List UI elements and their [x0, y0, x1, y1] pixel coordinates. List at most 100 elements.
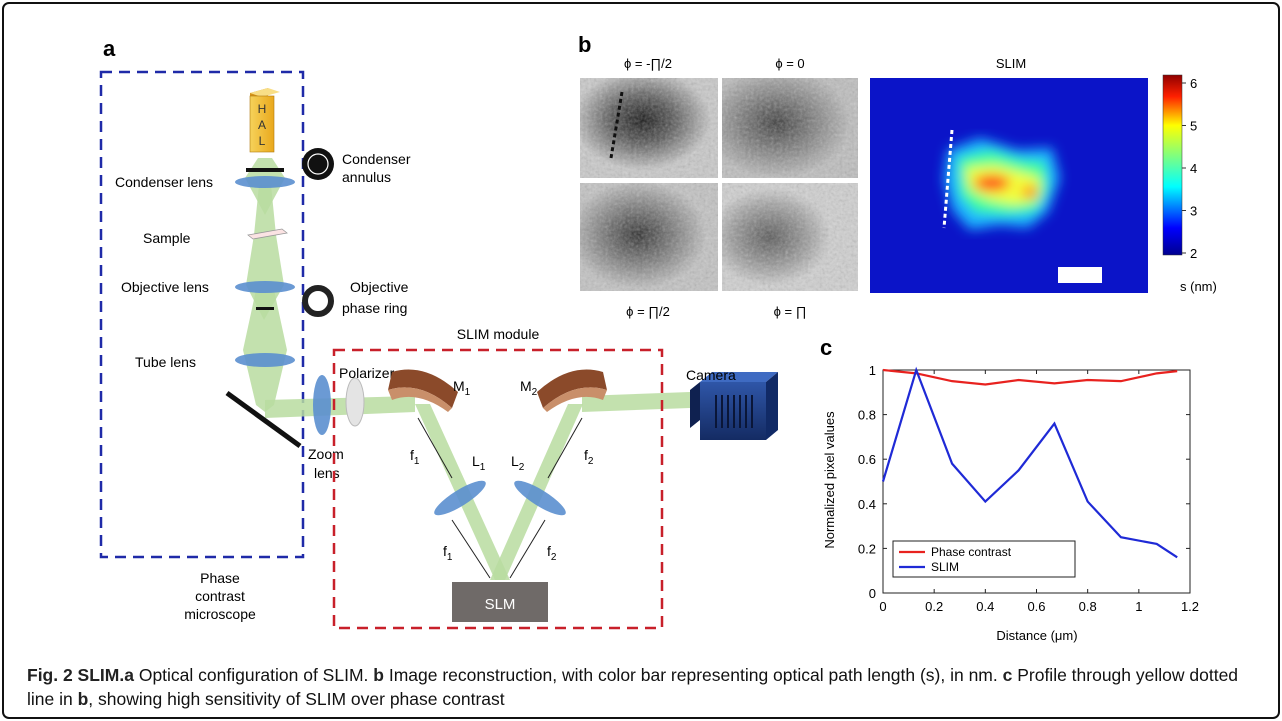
- condenser-annulus-label-1: Condenser: [342, 151, 411, 167]
- f2-bottom-label: f2: [547, 543, 557, 563]
- objective-phase-ring-label-1: Objective: [350, 279, 409, 295]
- phase-image-0: [722, 78, 858, 178]
- series-line-phase-contrast: [882, 368, 1178, 386]
- y-tick-label: 0.2: [858, 541, 876, 556]
- hal-lamp-top: [250, 88, 280, 97]
- camera-label: Camera: [686, 367, 736, 383]
- hal-lamp: [249, 95, 275, 153]
- x-tick-label: 1.2: [1181, 599, 1199, 614]
- mirror-m2: [537, 369, 607, 412]
- colorbar-tick-label: 2: [1190, 246, 1197, 261]
- condenser-lens-label: Condenser lens: [115, 174, 213, 190]
- panel-a-label: a: [103, 36, 116, 61]
- m1-label: M1: [453, 378, 471, 398]
- f1-top-label: f1: [410, 447, 420, 467]
- series-line-slim: [881, 366, 1178, 559]
- caption-text-b: Image reconstruction, with color bar rep…: [383, 665, 1003, 685]
- microscope-label-3: microscope: [184, 606, 256, 622]
- x-tick-label: 0.4: [976, 599, 994, 614]
- profile-chart: 0 0.2 0.4 0.6 0.8 1 1.2 0 0.2 0.4 0.6 0.8 1 Phase con…: [858, 363, 1199, 614]
- zoom-lens-label-1: Zoom: [308, 446, 344, 462]
- hal-letter-l: L: [259, 134, 266, 148]
- microscope-box: [99, 70, 305, 559]
- beam-horizontal: [265, 396, 415, 418]
- objective-lens: [235, 281, 295, 293]
- microscope-label-1: Phase: [200, 570, 240, 586]
- f2-top-label: f2: [584, 447, 594, 467]
- slim-image-title: SLIM: [996, 56, 1026, 71]
- objective-phase-ring-icon: [302, 285, 334, 317]
- x-tick-label: 0: [879, 599, 886, 614]
- y-tick-label: 0: [869, 586, 876, 601]
- y-tick-label: 1: [869, 363, 876, 378]
- y-tick-label: 0.6: [858, 452, 876, 467]
- fold-mirror: [225, 390, 302, 449]
- sample-label: Sample: [143, 230, 191, 246]
- beam-segment: [243, 290, 287, 412]
- lens-l1: [434, 480, 486, 516]
- phase-image-minus-pi2: [580, 78, 718, 178]
- x-tick-label: 0.2: [925, 599, 943, 614]
- phase-title-pi: ϕ = ∏: [774, 304, 807, 319]
- hal-letter-a: A: [258, 118, 266, 132]
- lens-l2: [514, 480, 566, 516]
- x-tick-label: 0.6: [1027, 599, 1045, 614]
- profile-line-white: [942, 129, 954, 229]
- caption-title: Fig. 2 SLIM.: [27, 665, 125, 685]
- caption-text-a: Optical configuration of SLIM.: [133, 665, 374, 685]
- panel-b-label: b: [578, 32, 591, 57]
- colorbar-label: s (nm): [1180, 279, 1217, 294]
- condenser-lens: [235, 176, 295, 188]
- colorbar-tick-label: 4: [1190, 161, 1197, 176]
- y-tick-label: 0.4: [858, 497, 876, 512]
- phase-title-0: ϕ = 0: [775, 56, 804, 71]
- zoom-lens: [313, 375, 331, 435]
- colorbar: [1162, 74, 1183, 256]
- microscope-label-2: contrast: [195, 588, 245, 604]
- focal-arrows: [417, 417, 583, 579]
- slm-label: SLM: [485, 596, 516, 613]
- phase-image-pi2: [580, 183, 718, 291]
- colorbar-tick-label: 5: [1190, 119, 1197, 134]
- scale-bar: [1058, 267, 1102, 283]
- caption-a-ref: a: [124, 665, 134, 685]
- y-tick-label: 0.8: [858, 408, 876, 423]
- tube-lens: [235, 353, 295, 367]
- figure-caption: Fig. 2 SLIM.a Optical configuration of S…: [27, 663, 1262, 711]
- colorbar-tick-label: 3: [1190, 204, 1197, 219]
- camera: [690, 372, 778, 440]
- polarizer-label: Polarizer: [339, 365, 395, 381]
- legend-entry: Phase contrast: [931, 545, 1012, 559]
- legend-box: [892, 540, 1076, 578]
- y-axis-label: Normalized pixel values: [822, 411, 837, 549]
- slm-device: [452, 582, 548, 622]
- legend-entry: SLIM: [931, 560, 959, 574]
- m2-label: M2: [520, 378, 538, 398]
- colorbar-ticks: 6 5 4 3 2: [1182, 76, 1197, 261]
- phase-title-minus-pi2: ϕ = -∏/2: [624, 56, 672, 71]
- objective-lens-label: Objective lens: [121, 279, 209, 295]
- caption-b-ref: b: [373, 665, 384, 685]
- mirror-m1: [388, 369, 458, 412]
- phase-image-pi: [722, 183, 858, 291]
- condenser-annulus-bar: [246, 168, 284, 172]
- phase-ring-bar: [256, 307, 274, 310]
- l2-label: L2: [511, 453, 525, 473]
- hal-letter-h: H: [258, 102, 267, 116]
- caption-text-end: , showing high sensitivity of SLIM over …: [88, 689, 505, 709]
- sample-slide: [247, 228, 288, 240]
- tube-lens-label: Tube lens: [135, 354, 196, 370]
- phase-title-pi2: ϕ = ∏/2: [626, 304, 670, 319]
- polarizer: [345, 377, 365, 427]
- x-tick-label: 0.8: [1079, 599, 1097, 614]
- objective-phase-ring-label-2: phase ring: [342, 300, 407, 316]
- condenser-annulus-label-2: annulus: [342, 169, 391, 185]
- l1-label: L1: [472, 453, 486, 473]
- condenser-annulus-ring: [307, 153, 329, 175]
- panel-c-label: c: [820, 335, 832, 360]
- caption-b-ref-2: b: [77, 689, 89, 709]
- caption-c-ref: c: [1002, 665, 1013, 685]
- colorbar-tick-label: 6: [1190, 76, 1197, 91]
